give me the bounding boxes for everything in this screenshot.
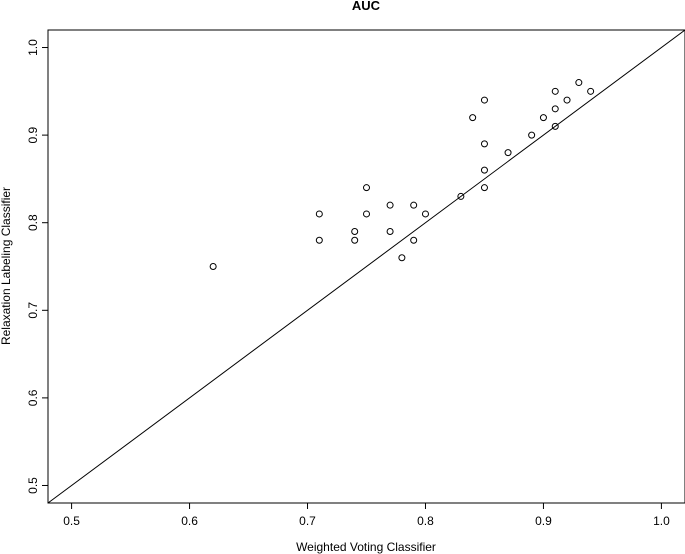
data-point bbox=[351, 227, 359, 235]
chart-title: AUC bbox=[352, 0, 381, 13]
x-axis-label: Weighted Voting Classifier bbox=[296, 540, 436, 554]
y-tick-label: 1.0 bbox=[26, 39, 40, 56]
data-point bbox=[315, 236, 323, 244]
y-tick-label: 0.5 bbox=[26, 477, 40, 494]
data-point bbox=[386, 201, 394, 209]
data-point bbox=[363, 210, 370, 218]
x-tick-label: 0.6 bbox=[181, 514, 198, 528]
data-point bbox=[587, 87, 595, 95]
y-axis: 0.5 0.6 0.7 0.8 0.9 1.0 bbox=[26, 39, 48, 494]
x-tick-label: 0.9 bbox=[535, 514, 552, 528]
reference-diagonal-line bbox=[47, 29, 685, 504]
plot-frame bbox=[47, 29, 685, 504]
x-axis: 0.5 0.6 0.7 0.8 0.9 1.0 bbox=[63, 503, 670, 528]
data-point bbox=[421, 210, 429, 218]
data-point bbox=[351, 236, 359, 244]
data-point bbox=[551, 87, 559, 95]
x-tick-label: 0.5 bbox=[63, 514, 80, 528]
data-point bbox=[398, 254, 406, 262]
data-point bbox=[504, 149, 512, 157]
data-point bbox=[469, 114, 477, 122]
data-point bbox=[480, 184, 488, 192]
y-axis-label: Relaxation Labeling Classifier bbox=[0, 187, 13, 345]
data-point bbox=[528, 131, 536, 139]
y-tick-label: 0.8 bbox=[26, 214, 40, 231]
data-point bbox=[563, 96, 571, 104]
x-tick-label: 0.7 bbox=[299, 514, 316, 528]
x-tick-label: 1.0 bbox=[653, 514, 670, 528]
data-points bbox=[209, 79, 595, 270]
data-point bbox=[539, 114, 547, 122]
x-tick-label: 0.8 bbox=[417, 514, 434, 528]
y-tick-label: 0.7 bbox=[26, 302, 40, 319]
data-point bbox=[480, 96, 488, 104]
data-point bbox=[551, 122, 559, 130]
data-point bbox=[551, 105, 559, 113]
data-point bbox=[480, 140, 488, 148]
data-point bbox=[480, 166, 488, 174]
data-point bbox=[457, 192, 465, 200]
data-point bbox=[410, 201, 418, 209]
data-point bbox=[315, 210, 323, 218]
y-tick-label: 0.6 bbox=[26, 389, 40, 406]
data-point bbox=[410, 236, 418, 244]
data-point bbox=[209, 263, 217, 270]
y-tick-label: 0.9 bbox=[26, 126, 40, 143]
data-point bbox=[386, 227, 394, 235]
data-point bbox=[575, 79, 583, 87]
data-point bbox=[363, 184, 370, 192]
